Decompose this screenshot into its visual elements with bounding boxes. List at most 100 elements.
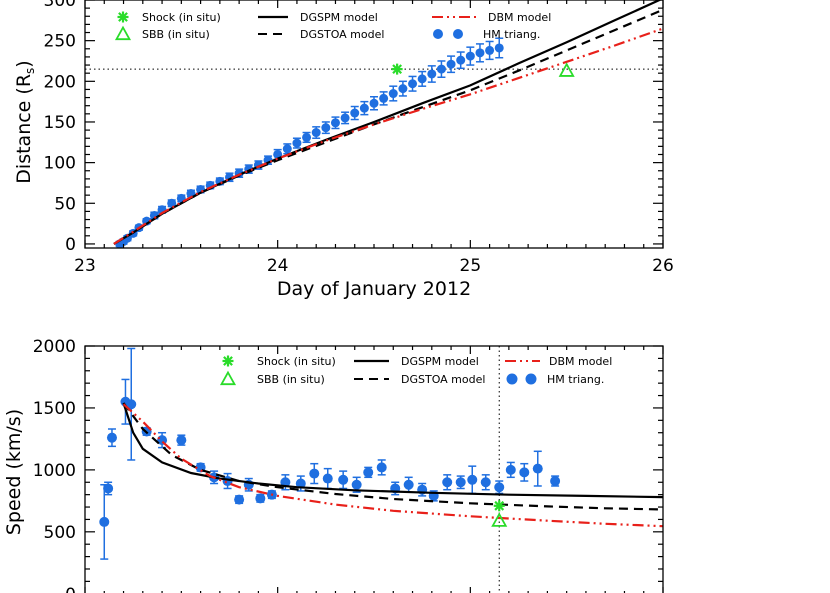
data-point [321, 123, 331, 133]
sbb-insitu-marker [491, 512, 508, 527]
data-point [176, 435, 187, 446]
distance-chart-x-axis-title: Day of January 2012 [277, 278, 471, 300]
legend-star-marker [117, 11, 129, 23]
data-point [126, 399, 137, 410]
legend-dgspm-entry: DGSPM model [258, 11, 378, 24]
data-point [292, 138, 302, 148]
distance-chart-legend: Shock (in situ) SBB (in situ) DGSPM mode… [114, 11, 551, 41]
legend-dbm-entry: DBM model [432, 11, 551, 24]
data-point [465, 51, 475, 61]
shock-insitu-marker [493, 500, 505, 512]
sbb-insitu-marker [558, 62, 575, 77]
data-point [467, 474, 478, 485]
data-point [494, 482, 505, 493]
legend-triangle-marker [219, 370, 237, 386]
data-point [376, 462, 387, 473]
speed-chart-plot-area [99, 346, 663, 593]
data-point [455, 477, 466, 488]
y-tick-label: 250 [44, 32, 76, 52]
y-tick-label: 200 [44, 72, 76, 92]
data-point [403, 479, 414, 490]
data-point [369, 98, 379, 108]
legend-dgspm-label-2: DGSPM model [401, 355, 479, 368]
legend-hm-marker [506, 373, 518, 385]
data-point [255, 493, 266, 504]
data-point [338, 474, 349, 485]
data-point [340, 113, 350, 123]
legend-shock-label-2: Shock (in situ) [257, 355, 336, 368]
data-point [379, 93, 389, 103]
legend-dgspm-label: DGSPM model [300, 11, 378, 24]
legend-dgstoa-entry-2: DGSTOA model [354, 373, 485, 386]
legend-dbm-label: DBM model [488, 11, 551, 24]
data-point [532, 463, 543, 474]
distance-chart-ticks: 23 24 25 26 0 50 100 150 200 250 300 [44, 0, 674, 276]
data-point [295, 478, 306, 489]
series-hm-triang [115, 37, 504, 248]
legend-dgstoa-label-2: DGSTOA model [401, 373, 485, 386]
legend-sbb-entry-2: SBB (in situ) [219, 370, 325, 386]
legend-hm-label: HM triang. [483, 28, 540, 41]
data-point [282, 144, 292, 154]
legend-hm-marker [453, 29, 463, 39]
legend-dbm-entry-2: DBM model [505, 355, 612, 368]
plot-clip [85, 0, 663, 248]
legend-hm-marker [433, 29, 443, 39]
speed-chart: 0 500 1000 1500 2000 Shock (in situ) SBB (in… [3, 337, 664, 593]
data-point [167, 198, 177, 208]
y-tick-label: 1000 [33, 461, 76, 481]
x-tick-label: 24 [267, 256, 289, 276]
data-point [234, 494, 245, 505]
data-point [350, 108, 360, 118]
legend-shock-label: Shock (in situ) [142, 11, 221, 24]
series-line-dbm [113, 27, 663, 245]
speed-chart-legend: Shock (in situ) SBB (in situ) DGSPM mode… [219, 355, 612, 386]
distance-chart-y-axis-title: Distance (Rs) [13, 60, 37, 183]
legend-dgspm-entry-2: DGSPM model [354, 355, 479, 368]
y-tick-label: 0 [65, 585, 76, 593]
data-point [398, 84, 408, 94]
legend-shock-entry: Shock (in situ) [117, 11, 221, 24]
y-tick-label: 50 [54, 194, 76, 214]
data-point [309, 468, 320, 479]
data-point [322, 473, 333, 484]
data-point [103, 483, 114, 494]
data-point [427, 69, 437, 79]
series-line-dgspm [122, 402, 663, 499]
legend-shock-entry-2: Shock (in situ) [222, 355, 336, 368]
shock-insitu-marker [391, 63, 403, 75]
x-tick-label: 25 [460, 256, 482, 276]
y-tick-label: 150 [44, 113, 76, 133]
data-point [99, 516, 110, 527]
data-point [363, 467, 374, 478]
legend-dbm-label-2: DBM model [549, 355, 612, 368]
data-point [311, 128, 321, 138]
y-tick-label: 2000 [33, 337, 76, 357]
data-point [388, 89, 398, 99]
y-tick-label: 0 [65, 235, 76, 255]
legend-dgstoa-entry: DGSTOA model [258, 28, 384, 41]
legend-sbb-label-2: SBB (in situ) [257, 373, 325, 386]
x-tick-label: 26 [652, 256, 674, 276]
speed-chart-y-axis-title: Speed (km/s) [3, 409, 25, 535]
data-point [408, 79, 418, 89]
distance-chart-plot-area [85, 0, 663, 248]
data-point [550, 476, 561, 487]
series-line-dgstoa [113, 8, 663, 245]
y-tick-label: 500 [44, 523, 76, 543]
series-line-dgstoa [122, 402, 663, 511]
legend-hm-marker [525, 373, 537, 385]
data-point [330, 118, 340, 128]
data-point [505, 464, 516, 475]
data-point [302, 132, 312, 142]
data-point [446, 59, 456, 69]
data-point [480, 477, 491, 488]
legend-sbb-label: SBB (in situ) [142, 28, 210, 41]
data-point [436, 64, 446, 74]
legend-hm-entry: HM triang. [433, 28, 540, 41]
data-point [485, 45, 495, 55]
data-point [456, 55, 466, 65]
series-hm-triang [99, 347, 561, 560]
y-tick-label: 300 [44, 0, 76, 11]
series-line-dbm [122, 403, 663, 528]
